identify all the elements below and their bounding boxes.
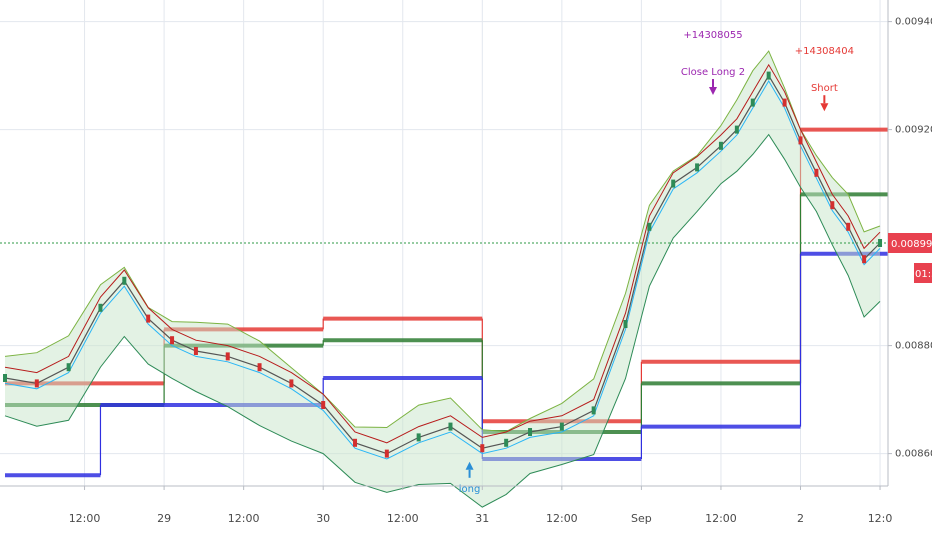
trade-id-label: +14308055 (683, 30, 742, 41)
price-point (734, 125, 739, 134)
price-point (170, 336, 175, 345)
price-point (480, 444, 485, 453)
current-price-badge (888, 233, 932, 253)
current-price-value: 0.00899000 (891, 239, 932, 250)
price-point (416, 433, 421, 442)
price-point (384, 449, 389, 458)
long-arrow-icon (465, 461, 474, 470)
x-tick-label: 30 (316, 512, 330, 525)
price-point (718, 141, 723, 150)
x-tick-label: 29 (157, 512, 171, 525)
conversion-line (4, 80, 881, 460)
price-point (862, 255, 867, 264)
long-label: long (459, 484, 481, 495)
price-point (528, 428, 533, 436)
price-point (34, 379, 39, 388)
axes: 0.00940000 0.00920000 0.00880000 0.00860000… (0, 0, 932, 525)
price-point (798, 136, 803, 145)
price-point (766, 71, 771, 80)
countdown-value: 01:30 (915, 269, 932, 280)
price-point (225, 352, 230, 361)
price-point (504, 438, 509, 447)
y-tick-label: 0.00940000 (895, 17, 932, 28)
x-tick-label: 12:00 (228, 512, 260, 525)
price-point (193, 347, 198, 355)
signal-label: Short (811, 83, 838, 94)
x-tick-label: 31 (475, 512, 489, 525)
price-line (4, 74, 881, 455)
price-point (66, 363, 71, 372)
x-tick-label: 12:00 (387, 512, 419, 525)
y-tick-label: 0.00860000 (895, 449, 932, 460)
signal-label: Close Long 2 (681, 67, 745, 78)
x-tick-label: 12:0 (868, 512, 893, 525)
price-point (814, 168, 819, 177)
price-point (695, 163, 700, 172)
signal-arrow-icon (708, 87, 717, 95)
price-point (559, 422, 564, 431)
x-tick-label: 12:00 (546, 512, 578, 525)
trade-id-label: +14308404 (795, 46, 854, 57)
cloud-upper-line (4, 50, 881, 433)
price-point (146, 314, 151, 323)
price-point (750, 98, 755, 107)
price-point (591, 406, 596, 415)
price-point (782, 98, 787, 107)
price-point (846, 222, 851, 231)
price-point (3, 374, 7, 382)
price-point (830, 201, 835, 210)
x-tick-label: 12:00 (705, 512, 737, 525)
price-point (122, 276, 127, 285)
price-point (671, 179, 676, 188)
price-point (353, 438, 358, 447)
price-point (289, 379, 294, 388)
price-point (98, 303, 103, 312)
price-point (448, 422, 453, 431)
price-lines (0, 50, 888, 508)
price-point (321, 401, 326, 409)
x-tick-label: 12:00 (69, 512, 101, 525)
x-tick-label: Sep (631, 512, 652, 525)
price-point (647, 222, 652, 231)
x-tick-label: 2 (797, 512, 804, 525)
price-point (257, 363, 262, 372)
base-line (4, 63, 881, 444)
price-point (623, 320, 628, 328)
trade-annotations: long Close Long 2 +14308055 Short +14308404 (459, 30, 854, 495)
y-tick-label: 0.00920000 (895, 125, 932, 136)
ichimoku-cloud (5, 51, 880, 508)
cloud-lower-line (4, 133, 881, 508)
countdown-badge (914, 263, 932, 283)
signal-arrow-icon (820, 103, 829, 112)
y-tick-label: 0.00880000 (895, 341, 932, 352)
